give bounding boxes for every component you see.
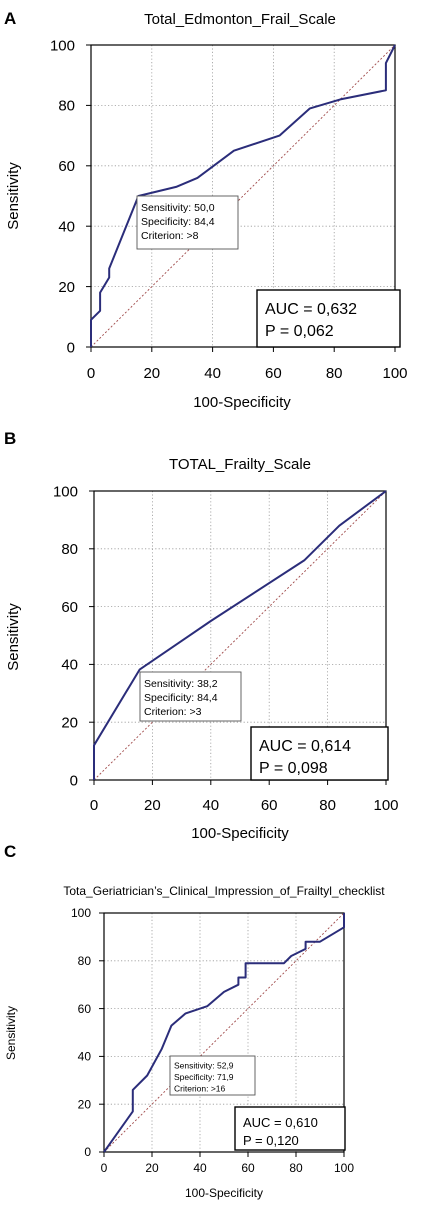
reference-diagonal <box>90 44 396 348</box>
chart-title: Tota_Geriatrician’s_Clinical_Impression_… <box>63 884 385 898</box>
roc-curve <box>103 913 345 1153</box>
plot-frame <box>93 490 387 781</box>
x-tick-label: 0 <box>101 1161 108 1175</box>
criterion-annotation-line: Sensitivity: 50,0 <box>141 202 215 214</box>
plot-frame <box>90 44 396 348</box>
y-tick-label: 60 <box>78 1002 92 1016</box>
panel-letter: A <box>4 9 16 28</box>
criterion-annotation-box <box>169 1055 256 1096</box>
y-axis-label: Sensitivity <box>5 162 22 230</box>
reference-diagonal <box>103 912 345 1153</box>
criterion-annotation-line: Criterion: >3 <box>144 706 202 718</box>
auc-value: AUC = 0,614 <box>259 738 351 755</box>
y-tick-label: 40 <box>78 1050 92 1064</box>
x-tick-label: 80 <box>326 365 343 382</box>
x-axis-label: 100-Specificity <box>191 825 289 842</box>
x-tick-label: 60 <box>265 365 282 382</box>
criterion-annotation-line: Sensitivity: 38,2 <box>144 678 218 690</box>
y-tick-label: 20 <box>78 1097 92 1111</box>
chart-title: Total_Edmonton_Frail_Scale <box>144 11 336 28</box>
auc-value: AUC = 0,610 <box>243 1115 318 1130</box>
panel-letter: C <box>4 842 16 861</box>
y-tick-label: 100 <box>71 906 91 920</box>
roc-panel-a: A Total_Edmonton_Frail_Scale 0 20 40 60 80 100 0… <box>4 9 408 411</box>
y-tick-label: 0 <box>70 772 78 789</box>
criterion-annotation-box <box>139 671 242 722</box>
y-tick-label: 40 <box>61 657 78 674</box>
y-tick-label: 20 <box>61 714 78 731</box>
x-tick-label: 100 <box>334 1161 354 1175</box>
panel-letter: B <box>4 429 16 448</box>
y-tick-label: 60 <box>61 599 78 616</box>
criterion-annotation-line: Criterion: >16 <box>174 1084 226 1094</box>
y-tick-label: 80 <box>58 98 75 115</box>
auc-value: AUC = 0,632 <box>265 301 357 318</box>
y-tick-label: 60 <box>58 158 75 175</box>
x-tick-label: 60 <box>261 797 278 814</box>
p-value: P = 0,098 <box>259 760 328 777</box>
y-tick-label: 0 <box>84 1145 91 1159</box>
y-tick-label: 100 <box>50 37 75 54</box>
p-value: P = 0,120 <box>243 1133 299 1148</box>
y-tick-label: 80 <box>78 954 92 968</box>
x-tick-label: 0 <box>87 365 95 382</box>
auc-stats-box <box>234 1106 346 1151</box>
x-tick-label: 80 <box>289 1161 303 1175</box>
criterion-annotation-line: Criterion: >8 <box>141 230 199 242</box>
auc-stats-box <box>256 289 401 348</box>
x-tick-label: 20 <box>145 1161 159 1175</box>
roc-panel-c: C Tota_Geriatrician’s_Clinical_Impression… <box>4 842 385 1200</box>
y-tick-label: 100 <box>53 483 78 500</box>
x-tick-label: 100 <box>373 797 398 814</box>
x-tick-label: 60 <box>241 1161 255 1175</box>
x-axis-label: 100-Specificity <box>185 1186 263 1200</box>
criterion-annotation-box <box>136 195 239 250</box>
auc-stats-box <box>250 726 389 781</box>
plot-frame <box>103 912 345 1153</box>
roc-curve <box>90 44 396 347</box>
criterion-annotation-line: Sensitivity: 52,9 <box>174 1061 234 1071</box>
x-tick-label: 0 <box>90 797 98 814</box>
x-tick-label: 40 <box>204 365 221 382</box>
x-tick-label: 80 <box>319 797 336 814</box>
x-tick-label: 20 <box>144 797 161 814</box>
reference-diagonal <box>93 490 387 781</box>
x-axis-label: 100-Specificity <box>193 394 291 411</box>
criterion-annotation-line: Specificity: 71,9 <box>174 1072 234 1082</box>
chart-title: TOTAL_Frailty_Scale <box>169 456 311 473</box>
roc-panel-b: B TOTAL_Frailty_Scale 0 20 40 60 80 100 0 20 40 60 8… <box>4 429 399 842</box>
roc-curve <box>93 490 387 780</box>
y-tick-label: 80 <box>61 541 78 558</box>
y-axis-label: Sensitivity <box>5 603 22 671</box>
x-tick-label: 40 <box>202 797 219 814</box>
y-tick-label: 20 <box>58 279 75 296</box>
y-axis-label: Sensitivity <box>4 1006 18 1060</box>
criterion-annotation-line: Specificity: 84,4 <box>141 216 215 228</box>
y-tick-label: 0 <box>67 339 75 356</box>
x-tick-label: 100 <box>382 365 407 382</box>
criterion-annotation-line: Specificity: 84,4 <box>144 692 218 704</box>
x-tick-label: 20 <box>143 365 160 382</box>
y-tick-label: 40 <box>58 218 75 235</box>
x-tick-label: 40 <box>193 1161 207 1175</box>
p-value: P = 0,062 <box>265 323 334 340</box>
